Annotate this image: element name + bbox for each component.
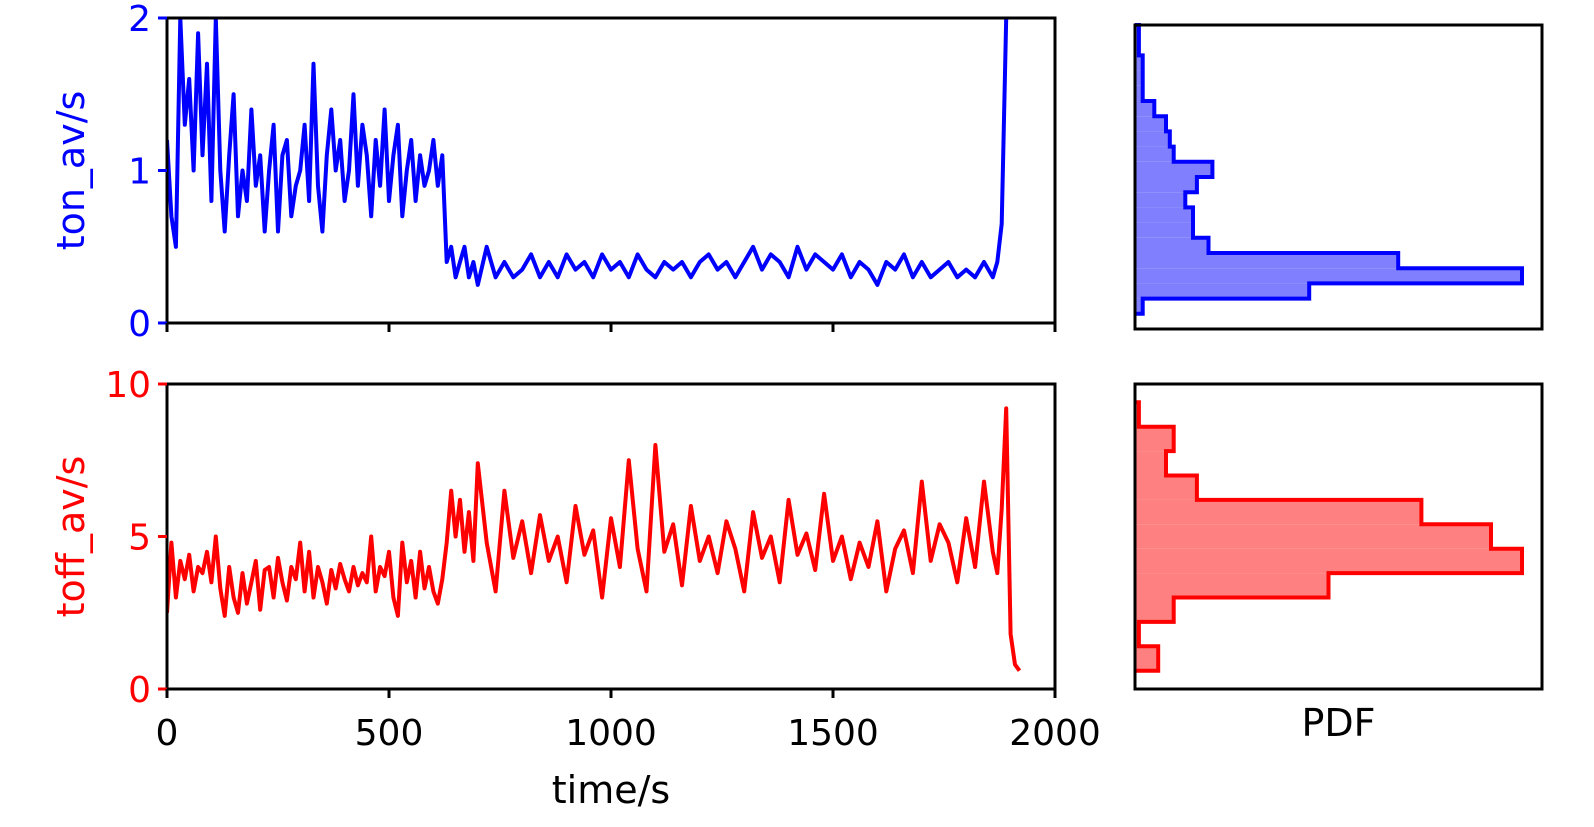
histogram-outline [1135,400,1524,673]
histogram-bar [1135,573,1329,598]
x-tick-label: 1000 [565,713,657,754]
histogram-bar [1135,237,1209,253]
histogram-bar [1135,548,1522,574]
histogram-bar [1135,131,1170,147]
y-tick-label: 5 [128,518,151,559]
y-tick-label: 0 [128,670,151,711]
histogram-bar [1135,253,1399,269]
histogram-outline [1135,23,1524,316]
y-tick-label: 0 [128,304,151,345]
histogram-bar [1135,177,1197,193]
x-axis-label: time/s [552,768,670,812]
y-axis-label: ton_av/s [49,91,93,251]
histogram-bar [1135,116,1166,132]
histogram-bar [1135,55,1143,71]
x-tick-label: 500 [355,713,424,754]
y-axis-label: toff_av/s [49,456,93,618]
ton-time-series-panel: 0 1 2 ton_av/s [49,0,1057,345]
ton-histogram-panel [1133,23,1544,331]
y-tick-label: 1 [128,152,151,193]
x-axis-label: PDF [1301,701,1375,745]
toff-histogram-panel: PDF [1133,382,1544,745]
histogram-bar [1135,207,1194,223]
histogram-bar [1135,161,1213,177]
histogram-bar [1135,475,1197,500]
histogram-bar [1135,268,1522,284]
histogram-bar [1135,499,1422,525]
x-tick-label: 2000 [1009,713,1101,754]
histogram-bar [1135,222,1194,238]
histogram-bar [1135,283,1310,299]
plot-frame [1133,23,1544,331]
histogram-bar [1135,646,1159,671]
x-tick-label: 1500 [787,713,879,754]
histogram-bar [1135,101,1155,117]
histogram-bar [1135,70,1143,86]
toff-time-series-panel: 0 5 10 0 500 1000 1500 2000 toff_av/s time/s [49,365,1101,812]
histogram-bar [1135,85,1143,101]
y-tick-label: 2 [128,0,151,40]
series-line [167,406,1022,672]
x-tick-label: 0 [156,713,179,754]
histogram-bar [1135,298,1143,314]
histogram-bar [1135,451,1166,476]
histogram-bar [1135,426,1174,452]
series-line [167,18,1009,287]
histogram-bar [1135,146,1174,162]
plot-frame [1133,382,1544,691]
y-tick-label: 10 [105,365,151,406]
histogram-bar [1135,597,1174,622]
histogram-bar [1135,192,1186,208]
plot-frame [165,382,1057,691]
histogram-bar [1135,524,1492,549]
